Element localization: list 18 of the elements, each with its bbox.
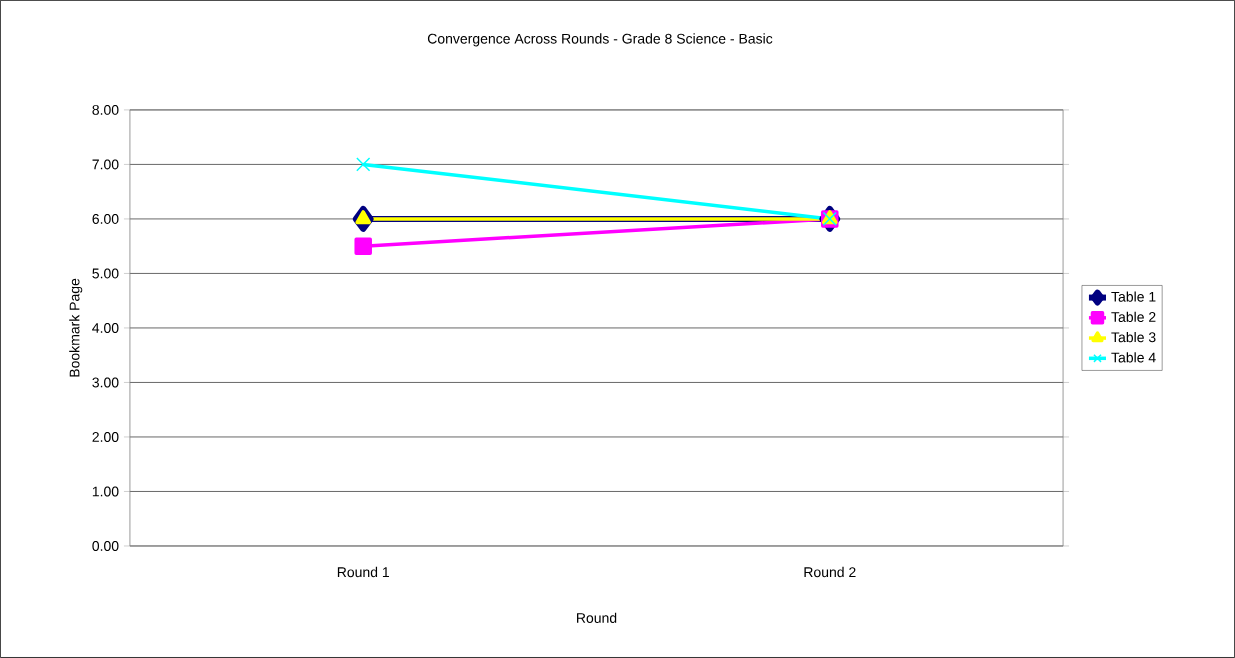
y-tick-label: 4.00 — [92, 323, 119, 333]
chart-title: Convergence Across Rounds - Grade 8 Science - Basic — [427, 33, 773, 47]
y-axis-title: Bookmark Page — [69, 278, 83, 377]
y-tick-label: 6.00 — [92, 214, 119, 224]
y-tick-label: 1.00 — [92, 486, 119, 497]
x-axis-title: Round — [577, 612, 617, 623]
y-tick-label: 7.00 — [92, 159, 119, 170]
x-tick-label: Round 2 — [804, 566, 856, 578]
legend-label: Table 2 — [1111, 311, 1156, 323]
legend-label: Table 1 — [1111, 291, 1156, 302]
legend-label: Table 4 — [1111, 352, 1156, 363]
y-tick-label: 2.00 — [92, 432, 119, 442]
y-tick-label: 3.00 — [92, 377, 119, 388]
y-tick-label: 0.00 — [92, 541, 119, 551]
x-tick-label: Round 1 — [337, 566, 389, 578]
y-tick-label: 5.00 — [92, 268, 119, 279]
y-tick-label: 8.00 — [92, 104, 119, 115]
legend-label: Table 3 — [1111, 331, 1156, 343]
